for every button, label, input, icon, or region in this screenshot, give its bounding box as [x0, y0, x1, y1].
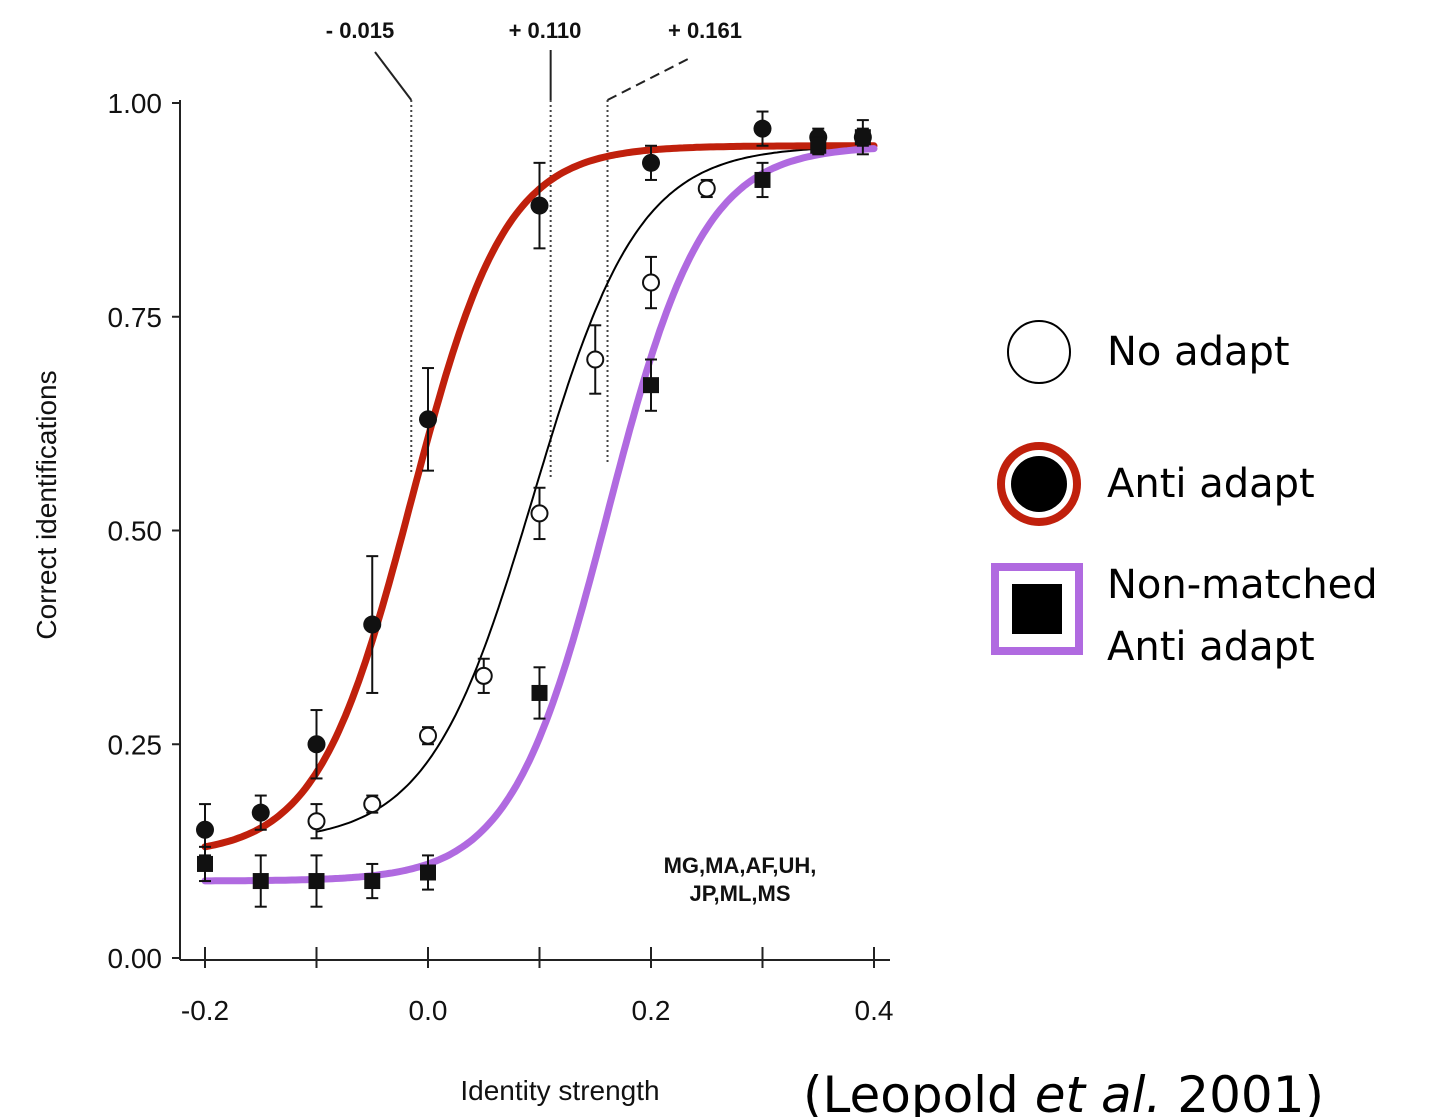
data-point-filled-circle: [196, 820, 214, 839]
data-point-filled-square: [252, 873, 269, 890]
y-tick-label: 0.50: [108, 516, 163, 547]
subjects-annotation-line-2: JP,ML,MS: [689, 881, 790, 906]
legend: No adapt Anti adapt Non-matched Anti ada…: [991, 320, 1378, 670]
y-axis-label: Correct identifications: [31, 370, 62, 639]
data-point-open-circle: [697, 179, 716, 198]
data-point-filled-square: [643, 377, 659, 394]
data-point-filled-square: [531, 684, 548, 701]
data-point-open-circle: [307, 812, 326, 831]
threshold-markers: - 0.015 + 0.110 + 0.161: [326, 18, 742, 480]
x-tick-label: 0.4: [855, 995, 894, 1026]
data-point-filled-circle: [251, 803, 270, 822]
subjects-annotation-line-1: MG,MA,AF,UH,: [664, 853, 817, 878]
y-tick-label: 0.00: [108, 943, 163, 974]
fit-curve-0: [315, 146, 853, 833]
data-point-filled-circle: [307, 735, 326, 754]
citation: (Leopold et al. 2001): [803, 1066, 1324, 1117]
citation-prefix: (Leopold: [803, 1066, 1035, 1117]
data-point-filled-square: [364, 873, 381, 890]
legend-non-matched-label-line-2: Anti adapt: [1107, 624, 1315, 670]
data-point-filled-square: [810, 137, 827, 154]
data-point-filled-square: [197, 855, 213, 872]
data-point-filled-circle: [753, 119, 772, 138]
data-point-filled-circle: [642, 153, 660, 172]
citation-italic: et al.: [1035, 1066, 1162, 1117]
legend-anti-adapt-label: Anti adapt: [1107, 461, 1315, 507]
x-axis-label: Identity strength: [460, 1075, 659, 1106]
data-points: [196, 110, 872, 908]
data-point-filled-circle: [363, 615, 382, 634]
data-point-open-circle: [474, 666, 493, 685]
threshold-leader: [374, 51, 413, 101]
legend-anti-adapt-marker: [1011, 456, 1067, 512]
data-point-filled-circle: [419, 410, 437, 429]
legend-non-matched-label-line-1: Non-matched: [1107, 562, 1378, 608]
data-point-filled-square: [420, 864, 436, 881]
threshold-leader: [607, 57, 691, 101]
x-tick-label: 0.0: [409, 995, 448, 1026]
data-point-open-circle: [530, 504, 549, 523]
y-tick-label: 0.25: [108, 729, 163, 760]
legend-non-matched-marker: [1012, 584, 1062, 634]
data-point-open-circle: [586, 350, 605, 369]
threshold-label: + 0.110: [509, 18, 582, 43]
data-point-open-circle: [363, 795, 382, 814]
chart-axes: 0.00 0.25 0.50 0.75 1.00 -0.2 0.0 0.2 0.4: [108, 88, 894, 1026]
threshold-label: - 0.015: [326, 18, 395, 43]
data-point-filled-circle: [530, 196, 549, 215]
data-point-open-circle: [642, 273, 660, 292]
legend-no-adapt-marker: [1007, 320, 1071, 384]
data-point-open-circle: [419, 726, 437, 745]
citation-suffix: 2001): [1161, 1066, 1324, 1117]
y-tick-label: 0.75: [108, 302, 163, 333]
data-point-filled-square: [754, 171, 771, 188]
data-point-filled-square: [308, 873, 325, 890]
x-tick-label: 0.2: [632, 995, 671, 1026]
x-tick-label: -0.2: [181, 995, 229, 1026]
threshold-label: + 0.161: [668, 18, 742, 43]
legend-no-adapt-label: No adapt: [1107, 329, 1290, 375]
data-point-filled-square: [854, 129, 871, 146]
y-tick-label: 1.00: [108, 88, 163, 119]
